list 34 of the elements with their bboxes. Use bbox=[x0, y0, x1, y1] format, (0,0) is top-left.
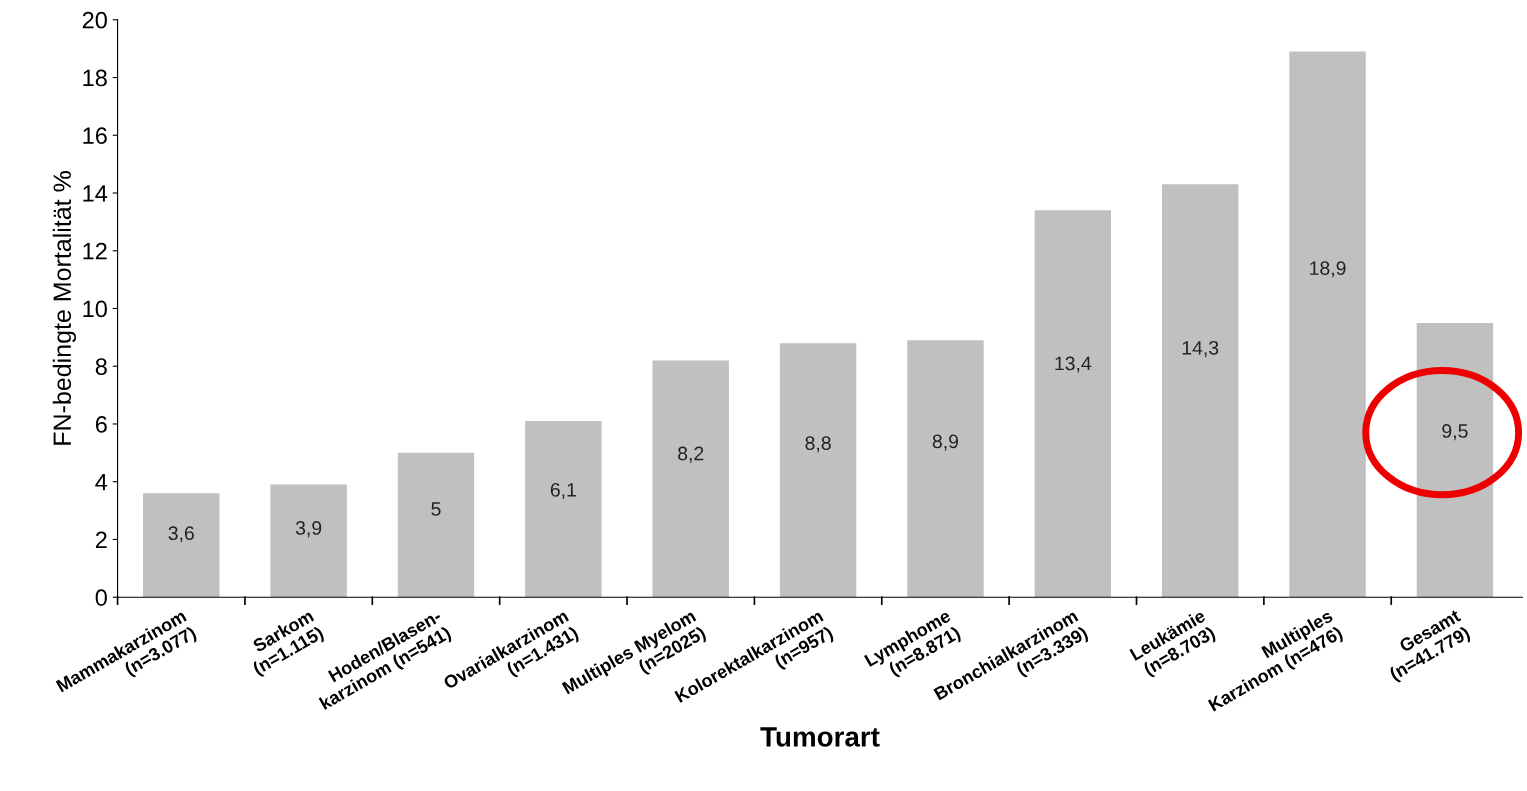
y-tick-label: 2 bbox=[95, 531, 107, 549]
y-tick-label: 14 bbox=[83, 185, 108, 202]
data-label: 3,6 bbox=[168, 526, 194, 543]
data-label: 3,9 bbox=[295, 521, 322, 538]
data-label: 6,1 bbox=[550, 482, 576, 500]
bar bbox=[1034, 210, 1112, 598]
bar bbox=[1289, 51, 1366, 598]
data-label: 8,8 bbox=[805, 436, 831, 453]
y-tick-label: 10 bbox=[83, 300, 107, 318]
bar bbox=[1161, 184, 1239, 598]
data-label: 13,4 bbox=[1055, 356, 1092, 373]
bar bbox=[652, 360, 729, 598]
bar bbox=[525, 421, 602, 598]
bar bbox=[907, 340, 984, 598]
y-tick-label: 12 bbox=[83, 242, 107, 260]
data-label: 5 bbox=[431, 502, 441, 516]
y-tick-label: 0 bbox=[95, 589, 107, 606]
data-label: 8,2 bbox=[678, 446, 704, 463]
y-axis-title: FN-bedingte Mortalität % bbox=[52, 171, 77, 445]
y-tick-label: 18 bbox=[83, 69, 107, 87]
y-tick-label: 6 bbox=[95, 416, 107, 433]
data-label: 8,9 bbox=[932, 434, 959, 451]
y-tick-label: 20 bbox=[82, 11, 107, 29]
y-tick-label: 4 bbox=[95, 474, 108, 491]
data-label: 9,5 bbox=[1442, 424, 1468, 441]
y-tick-label: 8 bbox=[95, 358, 107, 376]
bar bbox=[270, 484, 347, 598]
y-tick-label: 16 bbox=[83, 127, 107, 145]
bar bbox=[779, 343, 857, 598]
bar bbox=[397, 452, 475, 598]
bar bbox=[143, 493, 220, 598]
data-label: 14,3 bbox=[1182, 340, 1219, 357]
data-label: 18,9 bbox=[1310, 261, 1346, 278]
x-axis-title: Tumorart bbox=[760, 727, 880, 747]
